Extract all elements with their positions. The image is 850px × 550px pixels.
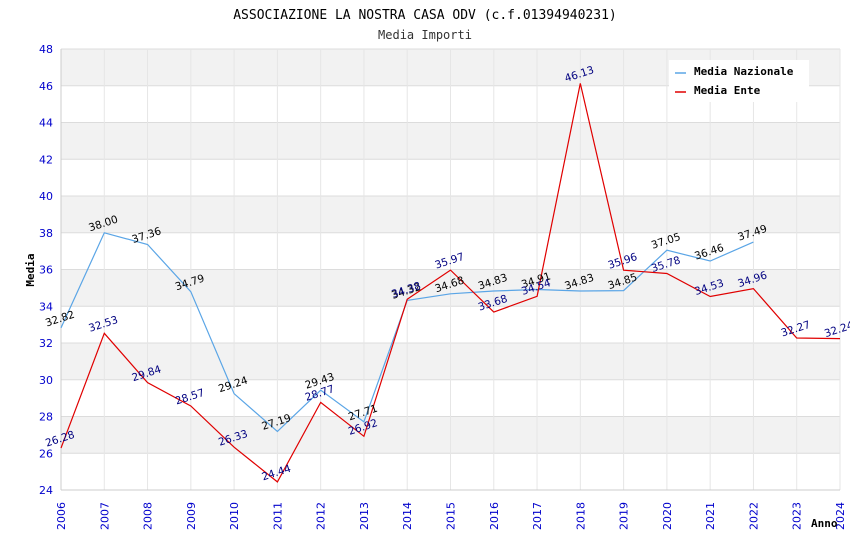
y-tick-label: 28 [39,411,53,424]
x-tick-label: 2014 [401,502,414,530]
x-tick-label: 2008 [142,502,155,530]
x-tick-label: 2010 [228,502,241,530]
data-label-ente: 35.97 [433,251,465,272]
x-tick-label: 2022 [747,502,760,530]
x-tick-label: 2016 [488,502,501,530]
series-line-ente [60,83,841,483]
y-tick-label: 36 [39,264,53,277]
y-tick-label: 30 [39,374,53,387]
legend-box [669,60,809,102]
y-tick-label: 38 [39,227,53,240]
x-tick-label: 2024 [834,502,847,530]
data-label-ente: 24.44 [260,463,293,484]
x-axis-label: Anno [811,517,838,530]
legend: Media Nazionale Media Ente [669,60,809,102]
data-label-nazionale: 37.05 [650,231,682,252]
x-tick-label: 2011 [271,502,284,530]
chart-title: ASSOCIAZIONE LA NOSTRA CASA ODV (c.f.013… [233,8,617,23]
legend-label-ente: Media Ente [694,84,761,97]
y-tick-label: 32 [39,337,53,350]
x-tick-label: 2018 [574,502,587,530]
x-tick-label: 2019 [618,502,631,530]
x-tick-label: 2023 [791,502,804,530]
x-tick-label: 2012 [315,502,328,530]
y-tick-label: 24 [39,484,53,497]
x-axis-ticks: 2006 2007 2008 2009 2010 2011 2012 2013 2014 2015… [55,502,847,530]
x-tick-label: 2006 [55,502,68,530]
y-axis-label: Media [24,253,37,286]
y-tick-label: 44 [39,117,53,130]
y-tick-label: 48 [39,43,53,56]
y-tick-label: 40 [39,190,53,203]
y-tick-label: 46 [39,80,53,93]
x-tick-label: 2021 [704,502,717,530]
series-lines [60,83,841,483]
x-tick-label: 2007 [98,502,111,530]
data-label-ente: 28.57 [174,387,206,408]
data-label-ente: 32.53 [87,314,119,335]
data-label-nazionale: 36.46 [693,242,726,263]
y-tick-label: 34 [39,300,53,313]
x-tick-label: 2013 [358,502,371,530]
y-tick-label: 26 [39,447,53,460]
x-tick-label: 2015 [445,502,458,530]
y-tick-label: 42 [39,153,53,166]
data-label-ente: 32.24 [823,319,850,340]
x-tick-label: 2020 [661,502,674,530]
chart-subtitle: Media Importi [378,28,472,42]
y-axis-ticks: 24 26 28 30 32 34 36 38 40 42 44 46 48 [39,43,53,497]
x-tick-label: 2017 [531,502,544,530]
x-tick-label: 2009 [185,502,198,530]
legend-label-nazionale: Media Nazionale [694,65,794,78]
